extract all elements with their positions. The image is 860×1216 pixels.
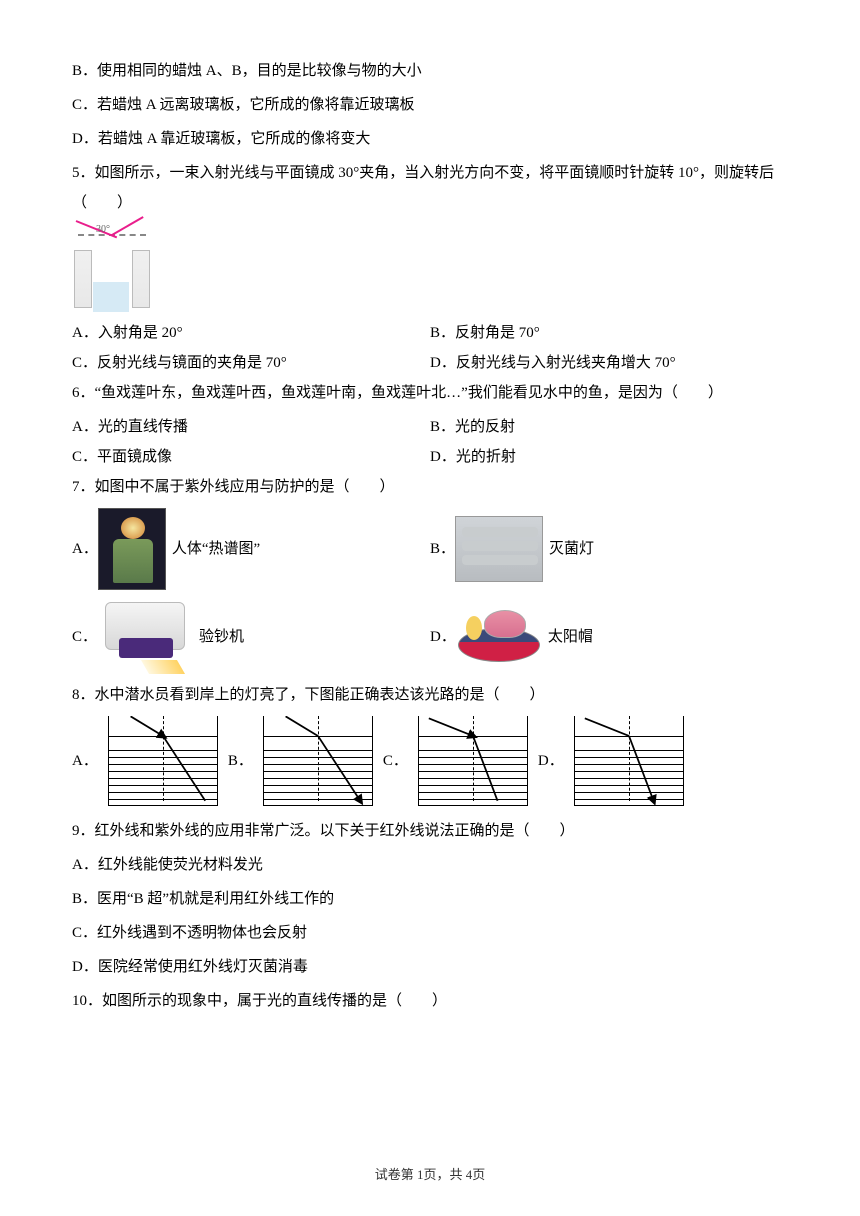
q4-option-b: B．使用相同的蜡烛 A、B，目的是比较像与物的大小 — [72, 56, 788, 86]
q8-a-label: A． — [72, 746, 98, 776]
q6-option-b: B．光的反射 — [430, 412, 788, 442]
q8-figure-b — [263, 716, 373, 806]
q7-d-prefix: D． — [430, 622, 456, 652]
thermal-image-icon — [98, 508, 166, 590]
q7-stem: 7．如图中不属于紫外线应用与防护的是（ ） — [72, 472, 788, 502]
uv-lamp-icon — [455, 516, 543, 582]
q7-option-d: D． 太阳帽 — [430, 600, 788, 674]
q5-option-d: D．反射光线与入射光线夹角增大 70° — [430, 348, 788, 378]
q7-d-text: 太阳帽 — [548, 622, 593, 652]
q7-c-prefix: C． — [72, 622, 97, 652]
sun-hat-icon — [456, 604, 542, 670]
q8-figure-d — [574, 716, 684, 806]
q9-option-c: C．红外线遇到不透明物体也会反射 — [72, 918, 788, 948]
q7-b-text: 灭菌灯 — [549, 534, 594, 564]
q4-option-d: D．若蜡烛 A 靠近玻璃板，它所成的像将变大 — [72, 124, 788, 154]
q7-a-text: 人体“热谱图” — [172, 534, 260, 564]
page-footer: 试卷第 1页，共 4页 — [0, 1162, 860, 1188]
q8-b-label: B． — [228, 746, 253, 776]
q5-stem: 5．如图所示，一束入射光线与平面镜成 30°夹角，当入射光方向不变，将平面镜顺时… — [72, 158, 788, 218]
q10-stem: 10．如图所示的现象中，属于光的直线传播的是（ ） — [72, 986, 788, 1016]
q8-figure-a — [108, 716, 218, 806]
q7-option-c: C． 验钞机 — [72, 600, 430, 674]
q5-option-b: B．反射角是 70° — [430, 318, 788, 348]
q5-option-a: A．入射角是 20° — [72, 318, 430, 348]
q7-c-text: 验钞机 — [199, 622, 244, 652]
q9-option-b: B．医用“B 超”机就是利用红外线工作的 — [72, 884, 788, 914]
q7-option-b: B． 灭菌灯 — [430, 508, 788, 590]
q5-figure: 30° — [72, 222, 152, 312]
q7-option-a: A． 人体“热谱图” — [72, 508, 430, 590]
q8-figure-c — [418, 716, 528, 806]
q8-stem: 8．水中潜水员看到岸上的灯亮了，下图能正确表达该光路的是（ ） — [72, 680, 788, 710]
q5-angle-label: 30° — [96, 220, 110, 240]
q6-option-c: C．平面镜成像 — [72, 442, 430, 472]
q4-option-c: C．若蜡烛 A 远离玻璃板，它所成的像将靠近玻璃板 — [72, 90, 788, 120]
q9-option-a: A．红外线能使荧光材料发光 — [72, 850, 788, 880]
q8-options: A． B． C． D． — [72, 716, 788, 806]
q6-stem: 6．“鱼戏莲叶东，鱼戏莲叶西，鱼戏莲叶南，鱼戏莲叶北…”我们能看见水中的鱼，是因… — [72, 378, 788, 408]
q9-option-d: D．医院经常使用红外线灯灭菌消毒 — [72, 952, 788, 982]
q9-stem: 9．红外线和紫外线的应用非常广泛。以下关于红外线说法正确的是（ ） — [72, 816, 788, 846]
q8-c-label: C． — [383, 746, 408, 776]
money-detector-icon — [97, 600, 193, 674]
q6-option-d: D．光的折射 — [430, 442, 788, 472]
q8-d-label: D． — [538, 746, 564, 776]
q7-a-prefix: A． — [72, 534, 98, 564]
q5-option-c: C．反射光线与镜面的夹角是 70° — [72, 348, 430, 378]
q6-option-a: A．光的直线传播 — [72, 412, 430, 442]
q7-b-prefix: B． — [430, 534, 455, 564]
